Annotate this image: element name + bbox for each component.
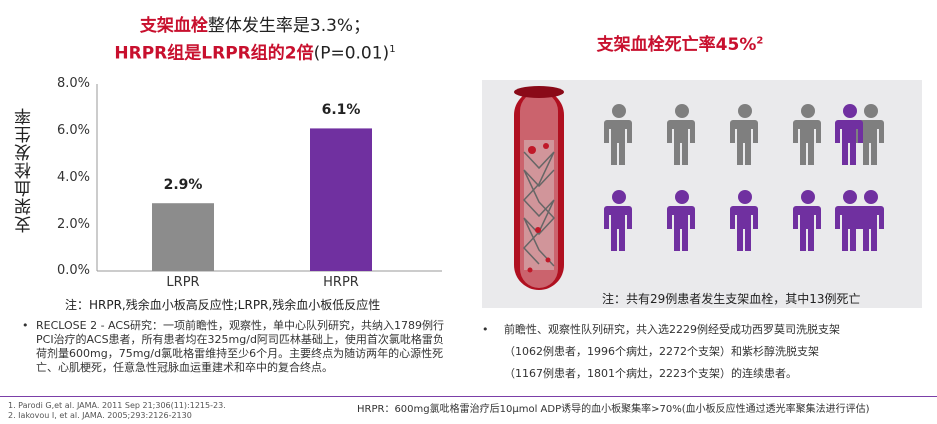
person-icon-purple: [667, 190, 695, 251]
person-icon-purple: [604, 190, 632, 251]
person-icon-gray: [730, 104, 758, 165]
tick-label: 2.0%: [40, 217, 90, 232]
right-bullet-line: （1062例患者，1996个病灶，2272个支架）和紫杉醇洗脱支架: [504, 345, 819, 358]
title-highlight-1: 支架血栓: [139, 16, 208, 36]
category-label-hrpr: HRPR: [323, 275, 359, 290]
reference-item: 2. Iakovou I, et al. JAMA. 2005;293:2126…: [8, 411, 192, 420]
abbreviation-note: 注：HRPR,残余血小板高反应性;LRPR,残余血小板低反应性: [65, 298, 381, 312]
people-grid: [604, 104, 884, 251]
title-rest-1: 整体发生率是3.3%；: [207, 16, 371, 36]
left-title: 支架血栓整体发生率是3.3%； HRPR组是LRPR组的2倍(P=0.01)1: [40, 14, 470, 66]
right-bullet: • 前瞻性、观察性队列研究，共入选2229例经受成功西罗莫司洗脱支架 （1062…: [482, 319, 922, 385]
bar-lrpr: [152, 203, 214, 271]
bars-group: [152, 128, 372, 271]
person-icon-gray: [667, 104, 695, 165]
left-bullet-text: RECLOSE 2 - ACS研究：一项前瞻性，观察性，单中心队列研究，共纳入1…: [36, 319, 445, 374]
title-rest-2: (P=0.01): [313, 43, 390, 64]
right-title: 支架血栓死亡率45%2: [560, 30, 800, 55]
right-title-text: 支架血栓死亡率45%: [596, 35, 757, 55]
right-bullet-line: （1167例患者，1801个病灶，2223个支架）的连续患者。: [504, 367, 797, 380]
references: 1. Parodi G,et al. JAMA. 2011 Sep 21;306…: [8, 401, 226, 421]
tick-label: 6.0%: [40, 123, 90, 138]
panel-caption: 注：共有29例患者发生支架血栓，其中13例死亡: [602, 292, 861, 306]
y-tick-3: 6.0%: [56, 123, 90, 138]
bar-hrpr: [310, 128, 372, 271]
data-label-hrpr: 6.1%: [321, 102, 361, 119]
person-icon-purple: [793, 190, 821, 251]
person-icon-purple: [730, 190, 758, 251]
hrpr-definition: HRPR：600mg氯吡格雷治疗后10μmol ADP诱导的血小板聚集率>70%…: [357, 404, 870, 415]
y-tick-0: 0.0%: [56, 263, 90, 278]
person-icon-purple-partial: [835, 104, 863, 165]
person-icon-purple: [835, 190, 863, 251]
reference-item: 1. Parodi G,et al. JAMA. 2011 Sep 21;306…: [8, 401, 226, 410]
stent-tube-illustration: [514, 86, 564, 290]
title-highlight-2: HRPR组是LRPR组的2倍: [114, 43, 314, 64]
people-illustration: [514, 86, 884, 290]
tick-label: 8.0%: [40, 76, 90, 91]
y-tick-4: 8.0%: [56, 76, 90, 91]
right-bullet-line: 前瞻性、观察性队列研究，共入选2229例经受成功西罗莫司洗脱支架: [504, 323, 840, 336]
y-tick-2: 4.0%: [56, 170, 90, 185]
tick-label: 0.0%: [40, 263, 90, 278]
left-bullet: • RECLOSE 2 - ACS研究：一项前瞻性，观察性，单中心队列研究，共纳…: [22, 319, 452, 375]
bullet-dot: •: [482, 323, 489, 336]
data-label-lrpr: 2.9%: [163, 177, 203, 194]
bullet-dot: •: [22, 319, 29, 332]
tick-label: 4.0%: [40, 170, 90, 185]
right-title-sup: 2: [756, 35, 764, 47]
person-icon-gray: [604, 104, 632, 165]
category-label-lrpr: LRPR: [166, 275, 200, 290]
y-tick-1: 2.0%: [56, 217, 90, 232]
footer-divider: [0, 396, 937, 397]
title-ref-sup: 1: [389, 44, 396, 55]
bar-chart: [96, 84, 442, 272]
people-panel: [482, 80, 922, 308]
person-icon-gray: [793, 104, 821, 165]
